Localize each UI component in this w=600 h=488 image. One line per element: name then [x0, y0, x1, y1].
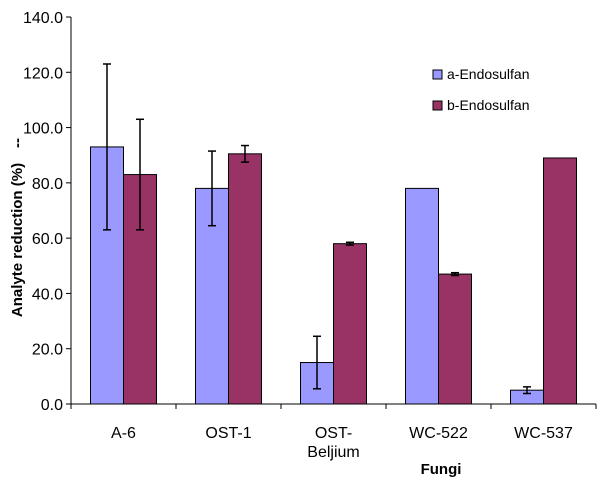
legend-swatch — [432, 69, 443, 80]
x-axis-title: Fungi — [421, 461, 462, 478]
y-tick-label: 0.0 — [41, 397, 63, 414]
y-tick-label: 60.0 — [32, 231, 63, 248]
error-bars — [103, 63, 531, 395]
category-label: WC-537 — [514, 425, 573, 442]
y-tick-label: 140.0 — [23, 10, 63, 27]
category-labels: A-6 OST-1 OST-Beljium WC-522 WC-537 — [111, 425, 573, 461]
legend: a-Endosulfan b-Endosulfan — [432, 66, 530, 113]
y-axis-ticks: 0.0 20.0 40.0 60.0 80.0 100.0 120.0 140.0 — [23, 10, 71, 414]
bar-b-endosulfan — [438, 273, 472, 405]
y-tick-label: 40.0 — [32, 286, 63, 303]
y-axis-title: Analyte reduction (%) — [9, 163, 26, 317]
y-tick-label: 80.0 — [32, 176, 63, 193]
y-tick-label: 120.0 — [23, 65, 63, 82]
category-label: A-6 — [111, 425, 136, 442]
category-label: OST-Beljium — [307, 425, 359, 461]
bar-b-endosulfan — [228, 153, 262, 405]
legend-swatch — [432, 100, 443, 111]
category-label: WC-522 — [409, 425, 468, 442]
legend-label: b-Endosulfan — [447, 97, 530, 113]
bars — [90, 146, 577, 405]
legend-label: a-Endosulfan — [447, 66, 530, 82]
bar-b-endosulfan — [333, 243, 367, 405]
bar-a-endosulfan — [405, 187, 439, 405]
bar-b-endosulfan — [543, 157, 577, 405]
y-tick-label: 20.0 — [32, 342, 63, 359]
x-axis-ticks — [70, 404, 597, 409]
category-label: OST-1 — [205, 425, 251, 442]
y-axis-title-suffix: -- — [9, 138, 26, 148]
y-tick-label: 100.0 — [23, 121, 63, 138]
